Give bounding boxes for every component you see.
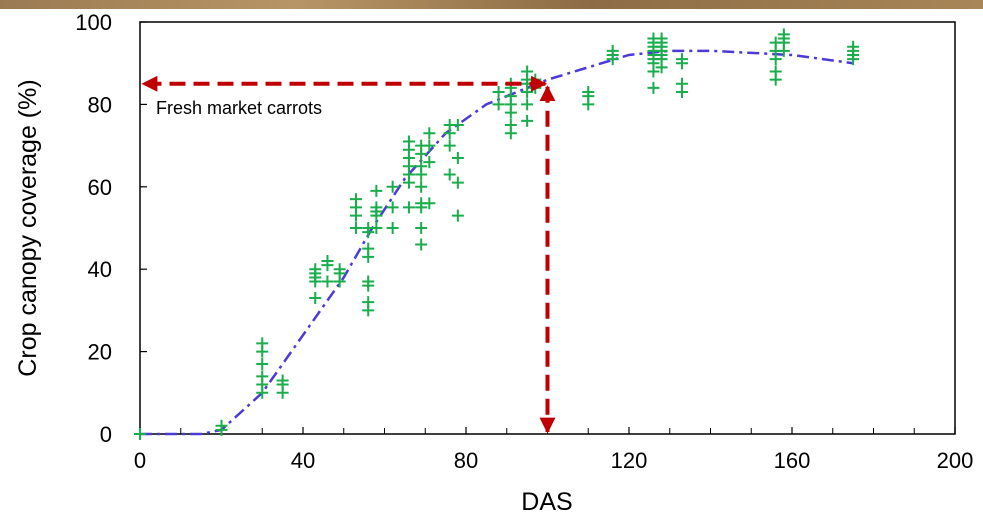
data-point xyxy=(415,181,427,193)
data-point xyxy=(444,140,456,152)
data-point xyxy=(521,65,533,77)
y-tick-label: 40 xyxy=(88,257,112,282)
data-point xyxy=(452,152,464,164)
data-point xyxy=(676,78,688,90)
x-tick-label: 160 xyxy=(774,448,811,473)
data-point xyxy=(423,140,435,152)
annotation: Fresh market carrots xyxy=(156,98,322,118)
data-point xyxy=(256,358,268,370)
data-point xyxy=(387,201,399,213)
data-point xyxy=(415,238,427,250)
x-tick-label: 80 xyxy=(454,448,478,473)
data-point xyxy=(403,135,415,147)
chart: DAS Crop canopy coverage (%) 0 40 80 120 160… xyxy=(0,0,983,520)
y-tick-label: 100 xyxy=(75,10,112,35)
data-point xyxy=(350,222,362,234)
data-point xyxy=(423,127,435,139)
data-point xyxy=(452,210,464,222)
data-point xyxy=(444,168,456,180)
data-point xyxy=(505,119,517,131)
data-point xyxy=(321,276,333,288)
data-point xyxy=(134,428,146,440)
data-point xyxy=(370,185,382,197)
page: {"chart_data": { "type": "scatter", "xla… xyxy=(0,0,983,520)
data-point xyxy=(362,296,374,308)
y-tick-label: 20 xyxy=(88,340,112,365)
data-point xyxy=(387,222,399,234)
data-point xyxy=(770,65,782,77)
x-tick-label: 120 xyxy=(611,448,648,473)
data-point xyxy=(309,292,321,304)
data-point xyxy=(493,98,505,110)
x-tick-label: 0 xyxy=(134,448,146,473)
data-point xyxy=(256,370,268,382)
x-tick-label: 40 xyxy=(291,448,315,473)
data-point xyxy=(647,82,659,94)
x-axis-label: DAS xyxy=(521,488,572,516)
y-tick-label: 60 xyxy=(88,175,112,200)
background-strip xyxy=(0,0,983,9)
data-point xyxy=(452,177,464,189)
data-point xyxy=(493,86,505,98)
data-point xyxy=(403,201,415,213)
data-point xyxy=(521,115,533,127)
data-point xyxy=(256,337,268,349)
data-point xyxy=(521,98,533,110)
x-tick-label: 200 xyxy=(937,448,974,473)
data-point xyxy=(350,193,362,205)
data-point xyxy=(362,243,374,255)
y-axis-label: Crop canopy coverage (%) xyxy=(14,79,42,376)
data-point xyxy=(415,222,427,234)
y-tick-label: 0 xyxy=(100,422,112,447)
y-tick-label: 80 xyxy=(88,92,112,117)
